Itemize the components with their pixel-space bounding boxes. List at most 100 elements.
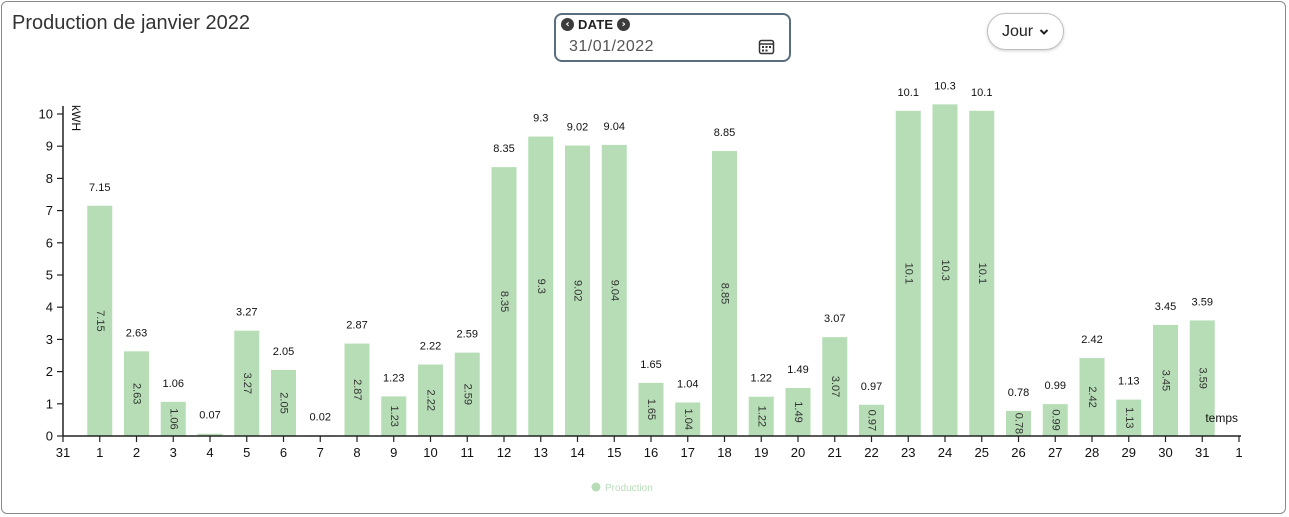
bar-value-label: 0.99 [1045, 380, 1066, 392]
bar-day-24 [932, 104, 958, 436]
bar-inner-label: 3.27 [241, 373, 253, 394]
date-picker[interactable]: ‹ DATE › 31/01/2022 [554, 13, 791, 62]
x-tick-label: 1 [96, 445, 103, 460]
bar-value-label: 2.63 [126, 327, 147, 339]
bar-inner-label: 1.13 [1123, 407, 1135, 428]
bar-inner-label: 1.06 [167, 408, 179, 429]
x-tick-label: 15 [607, 445, 621, 460]
plot-area: 7.15 7.15 2.63 2.63 1.06 1.06 0.07 3.27 3.27 2.05… [39, 80, 1243, 494]
bar-value-label: 10.1 [898, 87, 919, 99]
x-tick-label: 4 [206, 445, 213, 460]
arrow-left-circle-icon[interactable]: ‹ [561, 18, 574, 31]
date-input[interactable]: 31/01/2022 [569, 38, 655, 55]
bar-value-label: 1.22 [751, 373, 772, 385]
x-tick-label: 3 [170, 445, 177, 460]
legend-marker [591, 482, 601, 492]
x-tick-label: 21 [828, 445, 842, 460]
bar-day-9 [381, 396, 407, 436]
bar-value-label: 2.87 [346, 320, 367, 332]
bar-value-label: 1.13 [1118, 376, 1139, 388]
x-tick-label: 9 [390, 445, 397, 460]
x-tick-label: 18 [717, 445, 731, 460]
y-tick-label: 1 [46, 396, 53, 411]
bar-value-label: 2.05 [273, 346, 294, 358]
bar-day-20 [785, 388, 811, 436]
legend-label: Production [605, 483, 653, 494]
x-tick-label: 11 [461, 445, 475, 460]
bar-value-label: 9.02 [567, 122, 588, 134]
date-label: DATE [578, 17, 614, 32]
bar-inner-label: 2.87 [351, 379, 363, 400]
x-tick-label: 7 [317, 445, 324, 460]
arrow-right-circle-icon[interactable]: › [617, 18, 631, 31]
bar-value-label: 9.04 [604, 121, 625, 133]
y-tick-label: 5 [46, 268, 53, 283]
bar-day-16 [638, 382, 664, 436]
bar-day-2 [124, 351, 149, 436]
bar-day-6 [271, 369, 296, 436]
bar-value-label: 7.15 [89, 182, 110, 194]
x-tick-label: 14 [570, 445, 584, 460]
bar-inner-label: 1.49 [792, 401, 804, 422]
bar-day-18 [712, 151, 737, 436]
bar-value-label: 9.3 [533, 113, 548, 125]
bar-day-29 [1116, 399, 1142, 436]
page-title: Production de janvier 2022 [12, 12, 250, 34]
x-axis-title: temps [1205, 411, 1238, 425]
bar-inner-label: 2.42 [1086, 386, 1098, 407]
x-tick-label: 5 [243, 445, 250, 460]
y-tick-label: 2 [46, 364, 53, 379]
bar-inner-label: 3.45 [1160, 370, 1172, 391]
x-tick-label: 13 [534, 445, 548, 460]
bar-value-label: 3.07 [824, 313, 845, 325]
bar-inner-label: 10.1 [902, 263, 914, 284]
bar-day-11 [454, 352, 480, 436]
x-tick-label: 26 [1011, 445, 1025, 460]
bar-day-1 [87, 205, 113, 436]
bar-day-8 [344, 343, 370, 436]
y-axis-title: kWH [69, 105, 83, 131]
bar-inner-label: 10.3 [939, 259, 951, 280]
bar-day-23 [895, 110, 921, 436]
bar-value-label: 2.42 [1081, 334, 1102, 346]
bar-value-label: 1.49 [787, 364, 808, 376]
bar-value-label: 0.07 [199, 410, 220, 422]
period-select[interactable]: Jour [987, 13, 1064, 50]
bar-value-label: 0.97 [861, 381, 882, 393]
bar-day-28 [1079, 358, 1105, 436]
bar-inner-label: 2.05 [278, 392, 290, 413]
x-tick-label: 6 [280, 445, 287, 460]
bar-day-22 [859, 404, 884, 436]
chevron-down-icon [1039, 28, 1049, 35]
bar-day-26 [1006, 410, 1031, 436]
x-tick-label: 24 [938, 445, 952, 460]
bar-day-30 [1153, 324, 1178, 436]
bar-value-label: 1.04 [677, 379, 698, 391]
bar-inner-label: 2.59 [461, 384, 473, 405]
bar-inner-label: 9.04 [608, 280, 620, 301]
x-tick-label: 16 [644, 445, 658, 460]
bar-day-25 [969, 110, 995, 436]
calendar-icon[interactable] [758, 38, 775, 55]
y-tick-label: 10 [39, 107, 53, 122]
period-select-label: Jour [1001, 22, 1034, 40]
x-tick-label: 22 [864, 445, 878, 460]
bar-inner-label: 10.1 [976, 263, 988, 284]
bar-inner-label: 3.07 [829, 376, 841, 397]
x-tick-label: 17 [681, 445, 695, 460]
bar-value-label: 1.65 [640, 359, 661, 371]
bar-day-4 [197, 433, 223, 436]
x-tick-label: 27 [1048, 445, 1062, 460]
bar-inner-label: 0.99 [1049, 409, 1061, 430]
x-tick-label: 19 [754, 445, 768, 460]
bar-inner-label: 7.15 [94, 310, 106, 331]
y-tick-label: 9 [46, 139, 53, 154]
x-tick-label: 31 [56, 445, 70, 460]
bar-day-15 [601, 144, 627, 437]
bar-inner-label: 1.65 [645, 399, 657, 420]
bar-value-label: 1.23 [383, 372, 404, 384]
bar-value-label: 10.3 [934, 80, 955, 92]
x-tick-label: 1 [1235, 445, 1242, 460]
bar-inner-label: 9.3 [535, 279, 547, 294]
